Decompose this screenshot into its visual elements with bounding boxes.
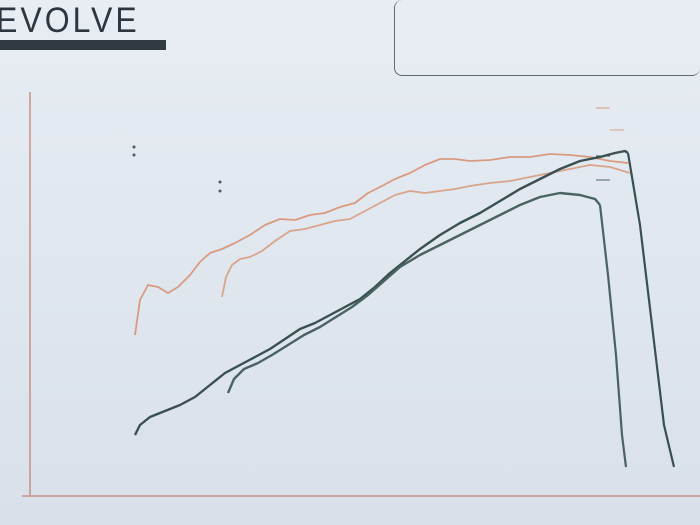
logo-bar [0,40,166,50]
series-drop-1 [626,152,676,468]
test-info-box [394,0,700,76]
annotation-dot [132,145,136,149]
logo-word: EVOLVE [0,0,140,40]
series-line-2 [221,164,631,298]
series-line-1 [134,153,629,336]
annotation-mid [218,180,222,193]
annotation-top [132,145,136,157]
annotation-dot [218,189,222,193]
series-drop-2 [598,204,628,468]
annotation-dot [218,180,222,184]
evolve-logo: EVOLVE [0,0,172,54]
legend [596,107,624,181]
series-line-3 [133,149,629,436]
series-line-4 [226,191,601,394]
annotation-dot [132,153,136,157]
series-layer [133,149,676,468]
